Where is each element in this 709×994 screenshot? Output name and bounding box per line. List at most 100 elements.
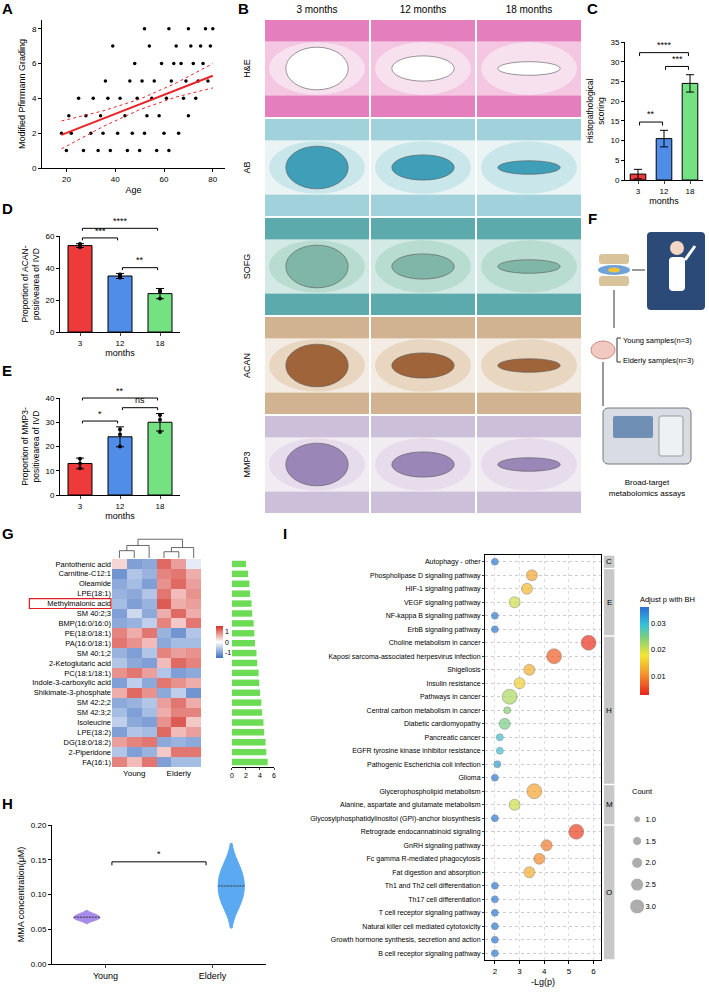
svg-text:20: 20: [45, 442, 54, 451]
svg-text:HIF-1 signaling pathway: HIF-1 signaling pathway: [406, 585, 482, 593]
svg-text:*: *: [98, 409, 102, 419]
svg-text:Phospholipase D signaling path: Phospholipase D signaling pathway: [370, 572, 481, 580]
svg-text:12: 12: [116, 339, 125, 348]
svg-text:***: ***: [672, 54, 683, 64]
svg-text:5: 5: [567, 967, 572, 976]
svg-text:2-Piperidone: 2-Piperidone: [68, 748, 111, 757]
svg-text:Retrograde endocannabinoid sig: Retrograde endocannabinoid signaling: [361, 828, 481, 836]
svg-text:40: 40: [111, 175, 120, 184]
svg-text:SM 40:1;2: SM 40:1;2: [77, 649, 111, 658]
svg-text:0: 0: [32, 164, 37, 173]
svg-text:4: 4: [258, 772, 262, 779]
svg-text:1.0: 1.0: [645, 815, 655, 824]
svg-text:SOFG: SOFG: [242, 254, 252, 280]
svg-text:Young: Young: [93, 971, 118, 981]
svg-text:18: 18: [156, 502, 165, 511]
svg-text:EGFR tyrosine kinase inhibitor: EGFR tyrosine kinase inhibitor resistanc…: [352, 747, 480, 755]
svg-text:AB: AB: [242, 161, 252, 173]
svg-text:H&E: H&E: [242, 59, 252, 78]
svg-text:0.02: 0.02: [651, 645, 666, 654]
svg-text:Proportion of MMP3-positiveare: Proportion of MMP3-positivearea of IVD: [20, 407, 41, 486]
svg-text:Shikimate-3-phosphate: Shikimate-3-phosphate: [34, 688, 111, 697]
svg-text:10: 10: [45, 467, 54, 476]
svg-text:Glycerophospholipid metabolism: Glycerophospholipid metabolism: [379, 788, 480, 796]
svg-text:Histopathologicalscoring: Histopathologicalscoring: [585, 79, 606, 144]
svg-text:20: 20: [610, 97, 619, 106]
svg-text:metabolomics assays: metabolomics assays: [609, 489, 685, 498]
svg-text:Young samples(n=3): Young samples(n=3): [623, 336, 692, 345]
svg-text:4: 4: [32, 94, 37, 103]
svg-text:Young: Young: [123, 769, 145, 778]
svg-text:Pathogenic Escherichia coli in: Pathogenic Escherichia coli infection: [367, 761, 481, 769]
svg-text:Oleamide: Oleamide: [79, 579, 111, 588]
svg-text:Glioma: Glioma: [458, 774, 480, 781]
svg-text:0.10: 0.10: [31, 890, 47, 899]
svg-text:PC(18:1/18:1): PC(18:1/18:1): [64, 669, 111, 678]
svg-text:18 months: 18 months: [506, 4, 553, 15]
svg-text:Pancreatic cancer: Pancreatic cancer: [425, 734, 482, 741]
svg-text:SM 42:3;2: SM 42:3;2: [77, 708, 111, 717]
svg-text:Elderly samples(n=3): Elderly samples(n=3): [623, 356, 694, 365]
svg-text:60: 60: [45, 232, 54, 241]
svg-text:Th17 cell differentiation: Th17 cell differentiation: [408, 896, 480, 903]
svg-text:20: 20: [45, 296, 54, 305]
svg-text:25: 25: [610, 77, 619, 86]
svg-text:B cell receptor signaling path: B cell receptor signaling pathway: [378, 950, 481, 958]
svg-text:PA(16:0/18:1): PA(16:0/18:1): [65, 639, 111, 648]
svg-text:0.00: 0.00: [31, 960, 47, 969]
svg-text:PE(18:0/18:1): PE(18:0/18:1): [65, 629, 112, 638]
svg-text:1: 1: [225, 628, 229, 635]
svg-text:18: 18: [686, 187, 695, 196]
svg-text:12: 12: [660, 187, 669, 196]
svg-text:T cell receptor signaling path: T cell receptor signaling pathway: [379, 909, 481, 917]
svg-text:10: 10: [610, 136, 619, 145]
svg-text:2: 2: [493, 967, 498, 976]
svg-text:ACAN: ACAN: [242, 353, 252, 378]
svg-text:6: 6: [591, 967, 596, 976]
svg-text:Shigellosis: Shigellosis: [447, 666, 481, 674]
svg-text:Pathways in cancer: Pathways in cancer: [420, 693, 481, 701]
svg-text:2: 2: [244, 772, 248, 779]
svg-text:Fc gamma R-mediated phagocytos: Fc gamma R-mediated phagocytosis: [367, 855, 481, 863]
svg-text:Glycosylphosphatidylinositol (: Glycosylphosphatidylinositol (GPI)-ancho…: [310, 815, 481, 823]
svg-text:12 months: 12 months: [400, 4, 447, 15]
svg-text:**: **: [647, 109, 655, 119]
svg-text:0.15: 0.15: [31, 856, 47, 865]
svg-text:**: **: [136, 255, 144, 265]
svg-text:0.05: 0.05: [31, 925, 47, 934]
svg-text:ErbB signaling pathway: ErbB signaling pathway: [407, 626, 481, 634]
svg-text:3: 3: [78, 339, 83, 348]
svg-text:Elderly: Elderly: [167, 769, 191, 778]
svg-text:Diabetic cardiomyopathy: Diabetic cardiomyopathy: [404, 720, 481, 728]
svg-text:2: 2: [32, 129, 37, 138]
svg-text:6: 6: [32, 59, 37, 68]
svg-text:Insulin resistance: Insulin resistance: [427, 680, 481, 687]
svg-text:4: 4: [542, 967, 547, 976]
svg-text:months: months: [105, 511, 135, 521]
svg-text:Alanine, aspartate and glutama: Alanine, aspartate and glutamate metabol…: [340, 801, 481, 809]
svg-text:6: 6: [272, 772, 276, 779]
svg-text:C: C: [606, 557, 612, 566]
svg-text:80: 80: [208, 175, 217, 184]
svg-text:E: E: [607, 598, 612, 607]
svg-text:SM 40:2;3: SM 40:2;3: [77, 609, 111, 618]
svg-text:60: 60: [160, 175, 169, 184]
svg-text:2.0: 2.0: [645, 858, 655, 867]
svg-text:2.5: 2.5: [645, 880, 655, 889]
svg-text:0: 0: [50, 328, 55, 337]
svg-text:Kaposi sarcoma-associated herp: Kaposi sarcoma-associated herpesvirus in…: [328, 653, 480, 661]
svg-text:LPE(18:2): LPE(18:2): [77, 728, 111, 737]
svg-text:Methylmalonic acid: Methylmalonic acid: [47, 599, 111, 608]
svg-text:Th1 and Th2 cell differentiati: Th1 and Th2 cell differentiation: [385, 882, 481, 889]
svg-text:0: 0: [230, 772, 234, 779]
svg-text:months: months: [649, 196, 679, 206]
svg-text:FA(16:1): FA(16:1): [82, 758, 111, 767]
svg-text:NF-kappa B signaling pathway: NF-kappa B signaling pathway: [386, 612, 481, 620]
svg-text:O: O: [606, 888, 612, 897]
svg-text:Carnitine-C12:1: Carnitine-C12:1: [58, 569, 111, 578]
svg-text:Adjust p with BH: Adjust p with BH: [640, 595, 695, 604]
svg-text:5: 5: [615, 156, 620, 165]
svg-text:MMP3: MMP3: [242, 451, 252, 477]
svg-text:Growth hormone synthesis, secr: Growth hormone synthesis, secretion and …: [331, 936, 481, 944]
svg-text:***: ***: [95, 226, 106, 236]
